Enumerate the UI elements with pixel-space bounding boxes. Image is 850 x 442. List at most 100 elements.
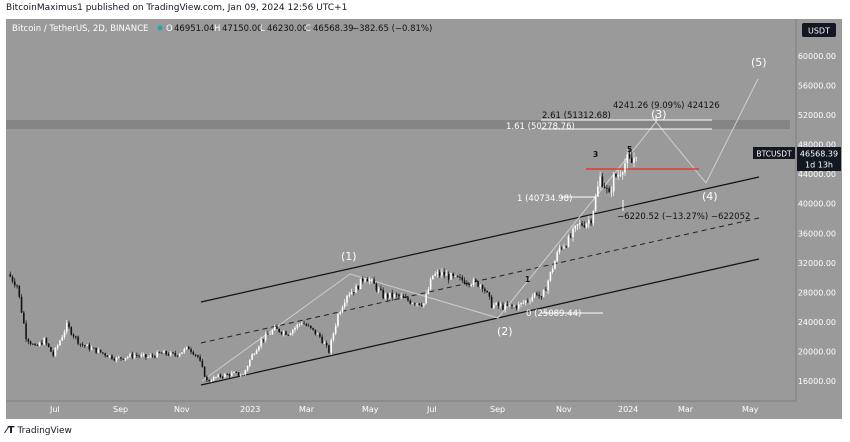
candle-body [384,293,387,299]
candle-body [359,278,362,290]
candle-body [36,345,39,346]
wave-label-3-major: (3) [651,108,667,121]
candle-body [167,354,170,356]
candle-body [206,376,208,381]
candle-body [508,304,511,306]
candle-body [102,352,104,354]
candle-body [395,294,398,296]
candle-body [465,283,468,285]
candle-body [527,300,529,302]
price-tick-label: 36000.00 [798,229,836,238]
candle-body [452,273,455,276]
time-tick-label: Sep [490,405,505,414]
candle-body [592,210,595,224]
fib-161-label: 1.61 (50278.76) [506,122,575,132]
candle-body [407,297,409,301]
time-tick-label: 2024 [618,405,638,414]
candle-body [447,274,450,280]
candle-body [547,280,549,291]
resistance-zone [6,120,790,129]
candle-body [43,338,45,345]
candle-body [569,236,572,238]
candle-body [199,356,201,361]
price-axis-extras[interactable]: USDT BTCUSDT 46568.39 1d 13h [753,23,841,171]
candle-body [484,288,486,292]
candle-body [398,294,400,297]
candle-body [389,292,391,298]
candle-body [258,346,260,351]
currency-button[interactable] [802,23,836,37]
candle-body [386,293,389,298]
candle-body [41,342,43,345]
candle-body [499,304,502,306]
candle-body [301,323,303,325]
time-tick-label: Mar [678,405,694,414]
candle-body [106,355,109,357]
price-chart[interactable]: 60000.00 56000.00 52000.00 48000.00 44000.00… [6,19,842,419]
channel-upper-line [200,176,760,303]
candle-body [368,280,371,282]
candle-body [601,176,604,187]
candle-body [13,281,16,286]
candle-body [538,294,540,297]
candle-body [522,302,525,304]
candle-body [461,277,464,281]
candle-body [298,323,301,325]
time-tick-label: May [742,405,759,414]
candle-body [343,302,346,307]
wave-count-lines [201,78,759,382]
price-tick-label: 24000.00 [798,318,836,327]
candle-body [366,279,369,282]
wave-label-1-minor: 1 [525,275,530,284]
current-price-text: 46568.39 [800,150,838,159]
candle-body [120,357,122,359]
chart-area[interactable]: 60000.00 56000.00 52000.00 48000.00 44000.00… [6,19,842,419]
candle-body [269,334,271,335]
candle-body [425,294,427,304]
candle-body [77,336,79,344]
tradingview-logo[interactable]: ⁄T TradingView [6,425,72,436]
candle-body [635,157,638,159]
candle-body [29,341,32,344]
candle-body [402,296,405,298]
ohlc-low: 46230.00 [267,24,308,34]
candle-body [560,247,563,249]
grid-labels: 60000.00 56000.00 52000.00 48000.00 44000.00… [49,52,836,414]
candle-body [339,312,342,314]
candle-body [334,325,337,334]
candle-body [411,303,414,305]
candle-body [572,228,574,238]
candle-body [486,291,488,293]
candle-body [310,325,312,328]
candle-body [142,354,145,355]
candle-body [149,355,152,358]
candle-body [260,339,262,347]
candle-body [61,336,64,341]
ohlc-high: 47150.00 [222,24,263,34]
candle-body [56,345,59,348]
candle-body [50,346,52,352]
wave-label-4-major: (4) [702,190,718,203]
ohlc-open-label: O [166,24,173,34]
candle-body [303,323,305,325]
time-tick-label: Jul [49,405,60,414]
candle-body [140,354,143,357]
candle-body [34,344,36,346]
candle-body [239,375,242,377]
candle-body [608,188,610,193]
candle-body [470,284,473,286]
candle-body [145,354,147,358]
symbol-tag [753,147,795,159]
candle-body [445,274,448,276]
candle-body [316,333,319,335]
candle-body [594,196,597,211]
candle-body [524,300,527,303]
candle-body [95,347,97,353]
fib-1-label: 1 (40734.98) [517,194,572,204]
candle-body [531,296,534,301]
candle-body [312,327,314,330]
candle-body [9,273,12,277]
candle-body [289,333,292,336]
candle-body [545,289,547,291]
candle-body [97,349,100,353]
